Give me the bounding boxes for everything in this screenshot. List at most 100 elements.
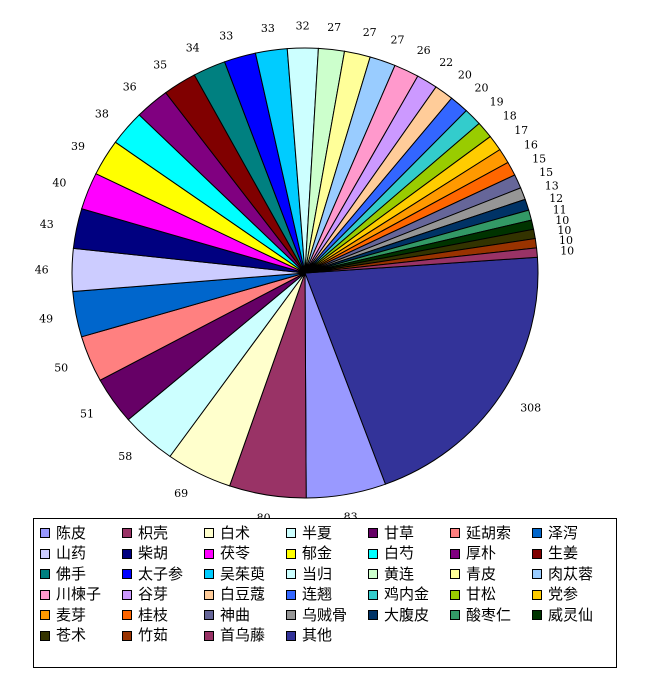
legend-swatch <box>40 548 50 559</box>
legend-label: 当归 <box>302 564 333 583</box>
legend-label: 首乌藤 <box>220 626 266 645</box>
legend-label: 乌贼骨 <box>302 605 348 624</box>
pie-chart: 308 83 80 69 58 51 50 49 46 43 40 39 38 36 35 34 33 33 32 2… <box>35 20 575 519</box>
legend-label: 厚朴 <box>466 544 497 563</box>
slice-value-label: 13 <box>545 180 559 193</box>
legend-item: 郁金 <box>286 546 368 561</box>
legend-item: 佛手 <box>40 564 122 583</box>
legend-swatch <box>532 589 542 600</box>
legend-label: 鸡内金 <box>384 585 430 604</box>
slice-value-label: 40 <box>52 177 66 190</box>
legend-swatch <box>204 610 214 621</box>
legend-item: 白豆蔻 <box>204 587 286 602</box>
legend-label: 白芍 <box>384 544 415 563</box>
slice-value-label: 26 <box>417 44 431 57</box>
slice-value-label: 43 <box>40 218 54 231</box>
slice-value-label: 27 <box>327 21 341 34</box>
legend-swatch <box>286 548 296 559</box>
legend-label: 甘松 <box>466 585 497 604</box>
slice-value-label: 10 <box>559 234 573 247</box>
legend-swatch <box>122 589 132 600</box>
legend-item: 青皮 <box>450 564 532 583</box>
pie-value-labels: 308 83 80 69 58 51 50 49 46 43 40 39 38 36 35 34 33 33 32 2… <box>35 20 575 519</box>
legend-label: 白术 <box>220 523 251 542</box>
legend-label: 苍术 <box>56 626 87 645</box>
legend-swatch <box>450 589 460 600</box>
legend-swatch <box>532 610 542 621</box>
legend-swatch <box>204 569 214 580</box>
legend-label: 枳壳 <box>138 523 169 542</box>
legend-label: 连翘 <box>302 585 333 604</box>
legend-swatch <box>286 610 296 621</box>
legend-item: 陈皮 <box>40 523 122 542</box>
legend-item: 柴胡 <box>122 546 204 561</box>
legend-label: 陈皮 <box>56 523 87 542</box>
legend-item: 黄连 <box>368 564 450 583</box>
slice-value-label: 18 <box>503 110 517 123</box>
legend-label: 茯苓 <box>220 544 251 563</box>
legend-label: 酸枣仁 <box>466 605 512 624</box>
legend-item: 乌贼骨 <box>286 605 368 624</box>
legend-item: 竹茹 <box>122 628 204 643</box>
slice-value-label: 38 <box>95 108 109 121</box>
legend-item: 苍术 <box>40 628 122 643</box>
slice-value-label: 69 <box>174 487 188 500</box>
legend-swatch <box>122 610 132 621</box>
slice-value-label: 33 <box>261 22 275 35</box>
slice-value-label: 12 <box>549 192 563 205</box>
slice-value-label: 39 <box>71 140 85 153</box>
slice-value-label: 46 <box>35 264 49 277</box>
legend-label: 竹茹 <box>138 626 169 645</box>
legend-item: 其他 <box>286 628 368 643</box>
legend-swatch <box>40 528 50 539</box>
legend-label: 泽泻 <box>548 523 579 542</box>
legend-item: 神曲 <box>204 607 286 623</box>
pie-slices <box>71 47 539 499</box>
legend-label: 延胡索 <box>466 523 512 542</box>
legend-swatch <box>122 630 132 641</box>
slice-value-label: 32 <box>296 20 310 33</box>
slice-value-label: 83 <box>344 511 358 518</box>
legend-label: 青皮 <box>466 564 497 583</box>
legend-swatch <box>450 548 460 559</box>
legend-label: 佛手 <box>56 564 87 583</box>
legend-row: 陈皮 枳壳 白术 半夏 甘草 延胡索 泽泻 <box>40 523 616 544</box>
slice-value-label: 80 <box>257 511 271 518</box>
legend-item: 甘草 <box>368 525 450 541</box>
legend-label: 吴茱萸 <box>220 564 266 583</box>
legend-swatch <box>286 589 296 600</box>
legend-row: 山药 柴胡 茯苓 郁金 白芍 厚朴 生姜 <box>40 544 616 565</box>
legend-swatch <box>286 569 296 580</box>
legend-item: 当归 <box>286 564 368 583</box>
legend-item: 川楝子 <box>40 587 122 602</box>
slice-value-label: 16 <box>524 138 538 151</box>
legend-label: 川楝子 <box>56 585 102 604</box>
legend-swatch <box>368 569 378 580</box>
slice-value-label: 34 <box>186 41 200 54</box>
legend-item: 半夏 <box>286 523 368 542</box>
legend-label: 生姜 <box>548 544 579 563</box>
legend-label: 党参 <box>548 585 579 604</box>
legend-label: 谷芽 <box>138 585 169 604</box>
slice-value-label: 19 <box>490 95 504 108</box>
slice-value-label: 27 <box>363 26 377 39</box>
legend-item: 延胡索 <box>450 523 532 542</box>
legend-item: 麦芽 <box>40 607 122 623</box>
legend-row: 佛手 太子参 吴茱萸 当归 黄连 青皮 肉苁蓉 <box>40 564 616 585</box>
slice-value-label: 22 <box>439 56 453 69</box>
legend-swatch <box>368 589 378 600</box>
legend-row: 川楝子 谷芽 白豆蔻 连翘 鸡内金 甘松 党参 <box>40 585 616 606</box>
slice-value-label: 20 <box>458 68 472 81</box>
legend-label: 黄连 <box>384 564 415 583</box>
legend-swatch <box>40 589 50 600</box>
legend-swatch <box>368 610 378 621</box>
legend-swatch <box>450 610 460 621</box>
legend-label: 半夏 <box>302 523 333 542</box>
legend-swatch <box>204 630 214 641</box>
slice-value-label: 51 <box>80 407 94 420</box>
slice-value-label: 49 <box>39 313 53 326</box>
slice-value-label: 35 <box>153 58 167 71</box>
slice-value-label: 50 <box>54 362 68 375</box>
legend-swatch <box>532 528 542 539</box>
slice-value-label: 10 <box>557 224 571 237</box>
